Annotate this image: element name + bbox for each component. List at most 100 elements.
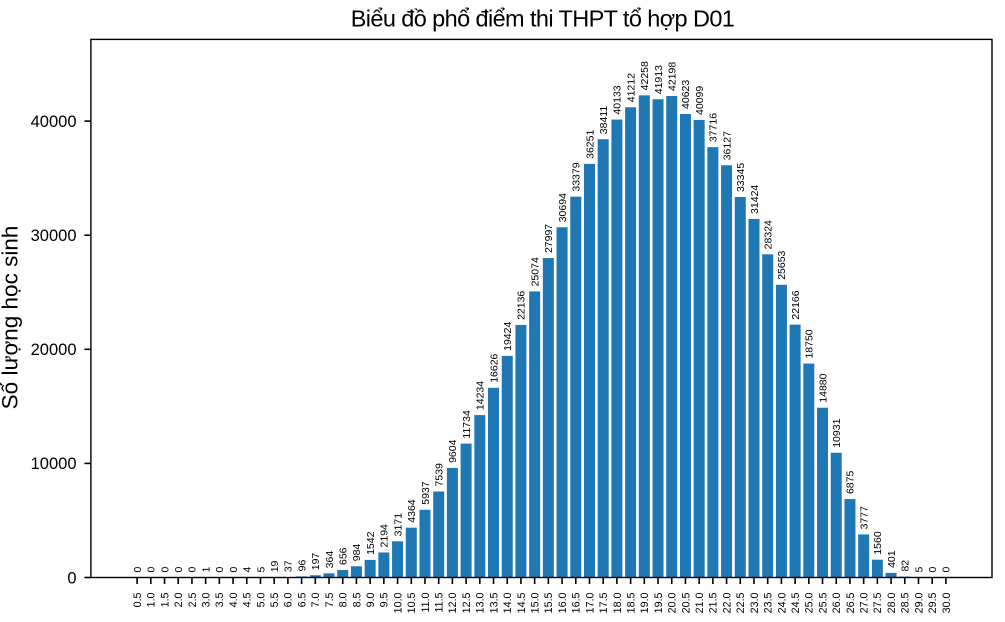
svg-text:18.0: 18.0 — [612, 592, 624, 613]
svg-text:27.0: 27.0 — [859, 592, 871, 613]
svg-text:10000: 10000 — [31, 455, 77, 473]
svg-text:27997: 27997 — [543, 224, 555, 253]
svg-text:38411: 38411 — [598, 106, 610, 135]
svg-text:1.0: 1.0 — [146, 592, 158, 607]
svg-text:19424: 19424 — [502, 322, 514, 351]
svg-text:20.5: 20.5 — [680, 592, 692, 613]
svg-text:6.0: 6.0 — [283, 592, 295, 607]
svg-text:17.5: 17.5 — [598, 592, 610, 613]
svg-text:42198: 42198 — [667, 62, 679, 91]
svg-text:13.5: 13.5 — [488, 592, 500, 613]
svg-text:Số lượng học sinh: Số lượng học sinh — [0, 226, 23, 410]
svg-text:0: 0 — [173, 567, 185, 573]
svg-text:14234: 14234 — [475, 381, 487, 410]
svg-text:40623: 40623 — [680, 80, 692, 109]
svg-text:82: 82 — [900, 560, 912, 572]
svg-text:27.5: 27.5 — [872, 592, 884, 613]
svg-text:15.5: 15.5 — [543, 592, 555, 613]
svg-text:29.5: 29.5 — [927, 592, 939, 613]
svg-text:14.5: 14.5 — [516, 592, 528, 613]
svg-text:5: 5 — [255, 566, 267, 572]
svg-text:2194: 2194 — [379, 524, 391, 548]
svg-text:7.0: 7.0 — [310, 592, 322, 607]
svg-text:0: 0 — [214, 567, 226, 573]
svg-text:20.0: 20.0 — [667, 592, 679, 613]
svg-text:16626: 16626 — [488, 353, 500, 382]
svg-text:7.5: 7.5 — [324, 592, 336, 607]
svg-text:10.0: 10.0 — [392, 592, 404, 613]
svg-text:30000: 30000 — [31, 227, 77, 245]
svg-text:6875: 6875 — [845, 471, 857, 495]
svg-text:26.5: 26.5 — [845, 592, 857, 613]
svg-text:19: 19 — [269, 560, 281, 572]
svg-text:0.5: 0.5 — [132, 592, 144, 607]
svg-text:9604: 9604 — [447, 439, 459, 463]
svg-text:33379: 33379 — [571, 162, 583, 191]
svg-text:5: 5 — [913, 566, 925, 572]
svg-text:0: 0 — [132, 567, 144, 573]
svg-text:1560: 1560 — [872, 531, 884, 555]
svg-text:1: 1 — [200, 566, 212, 572]
svg-text:21.0: 21.0 — [694, 592, 706, 613]
svg-text:9.0: 9.0 — [365, 592, 377, 607]
svg-text:23.5: 23.5 — [763, 592, 775, 613]
svg-text:37716: 37716 — [708, 113, 720, 142]
svg-text:6.5: 6.5 — [296, 592, 308, 607]
svg-text:19.5: 19.5 — [653, 592, 665, 613]
svg-text:25074: 25074 — [529, 257, 541, 286]
svg-text:2.5: 2.5 — [187, 592, 199, 607]
svg-text:25.0: 25.0 — [804, 592, 816, 613]
svg-text:13.0: 13.0 — [475, 592, 487, 613]
svg-text:10.5: 10.5 — [406, 592, 418, 613]
svg-text:656: 656 — [338, 547, 350, 565]
svg-text:23.0: 23.0 — [749, 592, 761, 613]
svg-text:0: 0 — [941, 567, 953, 573]
svg-text:7539: 7539 — [433, 463, 445, 487]
svg-text:0: 0 — [187, 567, 199, 573]
svg-text:40099: 40099 — [694, 86, 706, 115]
svg-text:401: 401 — [886, 550, 898, 568]
svg-text:30694: 30694 — [557, 193, 569, 222]
svg-text:3777: 3777 — [858, 506, 870, 530]
svg-text:5.0: 5.0 — [255, 592, 267, 607]
svg-text:25653: 25653 — [776, 250, 788, 279]
svg-text:Biểu đồ phổ điểm thi THPT tổ h: Biểu đồ phổ điểm thi THPT tổ hợp D01 — [351, 6, 735, 32]
svg-text:1542: 1542 — [365, 531, 377, 555]
svg-text:20000: 20000 — [31, 341, 77, 359]
svg-text:28.5: 28.5 — [900, 592, 912, 613]
svg-text:30.0: 30.0 — [941, 592, 953, 613]
svg-text:3.5: 3.5 — [214, 592, 226, 607]
svg-text:4: 4 — [242, 566, 254, 572]
svg-text:3.0: 3.0 — [200, 592, 212, 607]
svg-text:22166: 22166 — [790, 290, 802, 319]
svg-text:11.0: 11.0 — [420, 592, 432, 612]
svg-text:0: 0 — [67, 569, 76, 587]
svg-text:42258: 42258 — [639, 61, 651, 90]
svg-text:9.5: 9.5 — [379, 592, 391, 607]
svg-text:21.5: 21.5 — [708, 592, 720, 613]
svg-text:14880: 14880 — [817, 373, 829, 402]
svg-text:4.0: 4.0 — [228, 592, 240, 607]
svg-text:36127: 36127 — [721, 131, 733, 160]
svg-text:0: 0 — [159, 567, 171, 573]
svg-text:11.5: 11.5 — [434, 592, 446, 612]
svg-text:11734: 11734 — [461, 410, 473, 439]
svg-text:17.0: 17.0 — [584, 592, 596, 613]
svg-text:18750: 18750 — [804, 329, 816, 358]
svg-text:28.0: 28.0 — [886, 592, 898, 613]
svg-text:3171: 3171 — [392, 513, 404, 537]
svg-text:15.0: 15.0 — [530, 592, 542, 613]
svg-text:41212: 41212 — [625, 73, 637, 102]
svg-text:4364: 4364 — [406, 499, 418, 523]
svg-text:10931: 10931 — [831, 418, 843, 447]
svg-text:24.0: 24.0 — [776, 592, 788, 613]
svg-text:16.0: 16.0 — [557, 592, 569, 613]
svg-text:18.5: 18.5 — [625, 592, 637, 613]
svg-text:28324: 28324 — [762, 220, 774, 249]
svg-text:1.5: 1.5 — [159, 592, 171, 607]
svg-text:29.0: 29.0 — [913, 592, 925, 613]
svg-text:26.0: 26.0 — [831, 592, 843, 613]
svg-text:0: 0 — [228, 567, 240, 573]
svg-text:41913: 41913 — [653, 65, 665, 94]
svg-text:31424: 31424 — [749, 185, 761, 214]
